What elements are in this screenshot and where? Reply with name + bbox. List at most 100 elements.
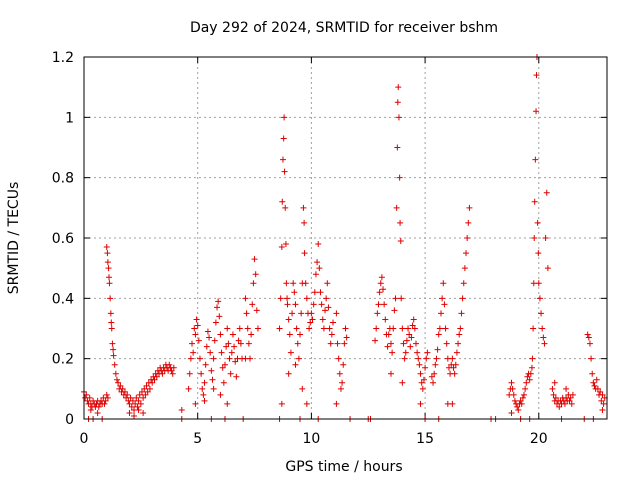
data-point <box>590 379 597 386</box>
y-tick-label: 0.4 <box>52 291 74 307</box>
data-point <box>195 337 202 344</box>
data-point <box>524 373 531 380</box>
data-point <box>107 295 114 302</box>
data-point <box>337 385 344 392</box>
data-point <box>449 355 456 362</box>
x-tick-label: 0 <box>80 431 89 447</box>
y-tick-label: 0 <box>65 412 74 428</box>
data-point <box>396 174 403 181</box>
data-point <box>302 280 309 287</box>
data-point <box>301 219 308 226</box>
data-point <box>103 244 110 251</box>
data-point <box>110 346 117 353</box>
data-point <box>113 376 120 383</box>
data-point <box>568 400 575 407</box>
data-point <box>298 310 305 317</box>
data-point <box>102 397 109 404</box>
data-point <box>316 265 323 272</box>
data-point <box>411 325 418 332</box>
data-point <box>435 331 442 338</box>
data-point <box>233 373 240 380</box>
data-point <box>325 304 332 311</box>
data-point <box>327 340 334 347</box>
y-tick-label: 1.2 <box>52 50 74 66</box>
data-point <box>294 340 301 347</box>
data-point <box>556 403 563 410</box>
data-point <box>420 376 427 383</box>
data-point <box>380 286 387 293</box>
data-point <box>406 331 413 338</box>
data-point <box>214 304 221 311</box>
data-point <box>410 316 417 323</box>
data-point <box>107 310 114 317</box>
data-point <box>586 340 593 347</box>
data-point <box>136 391 143 398</box>
data-point <box>108 319 115 326</box>
data-point <box>243 310 250 317</box>
data-point <box>322 307 329 314</box>
data-point <box>569 391 576 398</box>
data-point <box>189 340 196 347</box>
y-tick-label: 1 <box>65 110 74 126</box>
data-point <box>231 343 238 350</box>
data-point <box>314 259 321 266</box>
data-point <box>385 331 392 338</box>
data-point <box>533 108 540 115</box>
data-point <box>86 394 93 401</box>
data-point <box>311 289 318 296</box>
data-point <box>303 295 310 302</box>
data-point <box>419 385 426 392</box>
data-point <box>551 379 558 386</box>
data-point <box>394 144 401 151</box>
data-point <box>135 397 142 404</box>
data-point <box>308 310 315 317</box>
data-point <box>248 331 255 338</box>
data-point <box>544 265 551 272</box>
data-point <box>376 289 383 296</box>
data-point <box>395 84 402 91</box>
data-point <box>393 204 400 211</box>
data-point <box>215 298 222 305</box>
data-point <box>106 280 113 287</box>
data-point <box>536 295 543 302</box>
data-point <box>533 72 540 79</box>
data-point <box>292 361 299 368</box>
data-point <box>201 379 208 386</box>
data-point <box>405 325 412 332</box>
data-point <box>453 349 460 356</box>
data-point <box>284 301 291 308</box>
data-point <box>193 316 200 323</box>
data-point <box>457 325 464 332</box>
data-point <box>95 403 102 410</box>
data-point <box>292 301 299 308</box>
data-point <box>381 301 388 308</box>
data-point <box>307 319 314 326</box>
data-point <box>94 409 101 416</box>
data-point <box>103 391 110 398</box>
data-point <box>119 385 126 392</box>
data-point <box>235 337 242 344</box>
data-point <box>527 370 534 377</box>
data-point <box>198 370 205 377</box>
data-point <box>295 355 302 362</box>
data-point <box>153 373 160 380</box>
data-point <box>541 340 548 347</box>
data-point <box>191 325 198 332</box>
data-point <box>460 280 467 287</box>
data-point <box>599 391 606 398</box>
data-point <box>319 316 326 323</box>
data-point <box>598 397 605 404</box>
data-point <box>430 379 437 386</box>
data-point <box>185 385 192 392</box>
data-point <box>299 385 306 392</box>
data-point <box>190 349 197 356</box>
data-point <box>208 367 215 374</box>
data-point <box>204 328 211 335</box>
data-point <box>287 349 294 356</box>
x-tick-label: 15 <box>416 431 434 447</box>
data-point <box>281 168 288 175</box>
x-tick-label: 10 <box>302 431 320 447</box>
data-point <box>340 361 347 368</box>
data-point <box>540 334 547 341</box>
data-point <box>401 355 408 362</box>
